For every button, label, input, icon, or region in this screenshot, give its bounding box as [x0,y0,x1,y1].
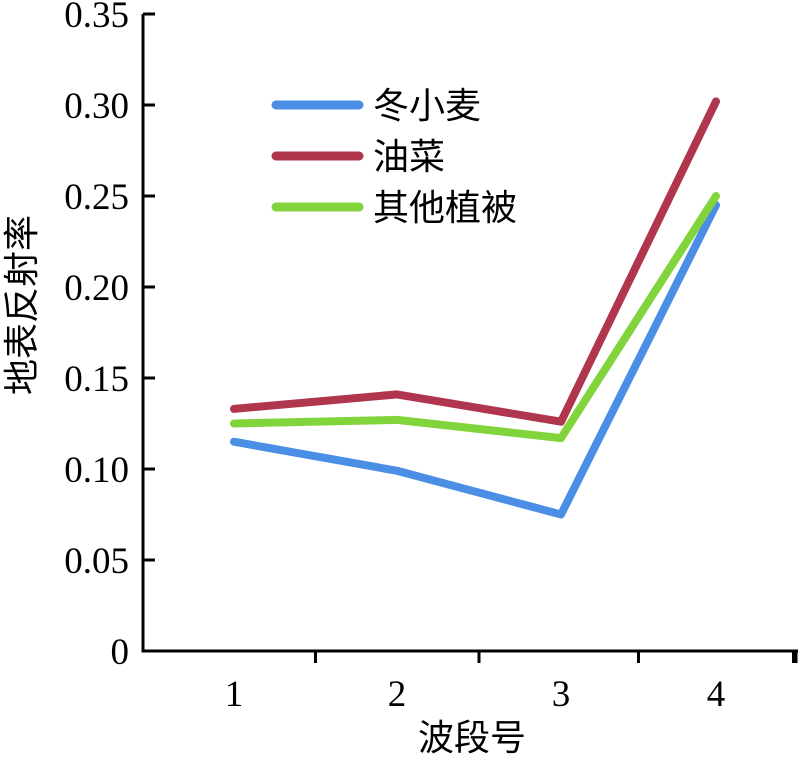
y-tick-label: 0.05 [64,541,129,582]
x-tick-label: 1 [225,674,244,715]
x-tick-label: 3 [552,674,571,715]
x-tick-label: 4 [707,674,726,715]
series-line-油菜 [230,97,720,426]
y-tick-label: 0.10 [64,450,129,491]
y-tick-label: 0 [111,632,130,673]
y-tick-label: 0.35 [64,0,129,36]
series-line-冬小麦 [230,201,720,519]
y-tick-label: 0.25 [64,177,129,218]
y-tick-label: 0.30 [64,86,129,127]
series-line-其他植被 [230,192,720,443]
y-tick-label: 0.15 [64,359,129,400]
x-axis-title: 波段号 [418,718,526,759]
legend-label: 其他植被 [373,188,517,229]
y-tick-label: 0.20 [64,268,129,309]
series-lines [230,97,720,519]
x-tick-label: 2 [388,674,407,715]
legend-label: 冬小麦 [373,86,481,127]
x-axis-ticks: 1 2 3 4 [225,651,798,715]
legend-label: 油菜 [373,137,445,178]
y-axis-title: 地表反射率 [2,215,43,395]
axes [141,14,798,653]
y-axis-ticks: 0 0.05 0.10 0.15 0.20 0.25 0.30 0.35 [64,0,155,673]
